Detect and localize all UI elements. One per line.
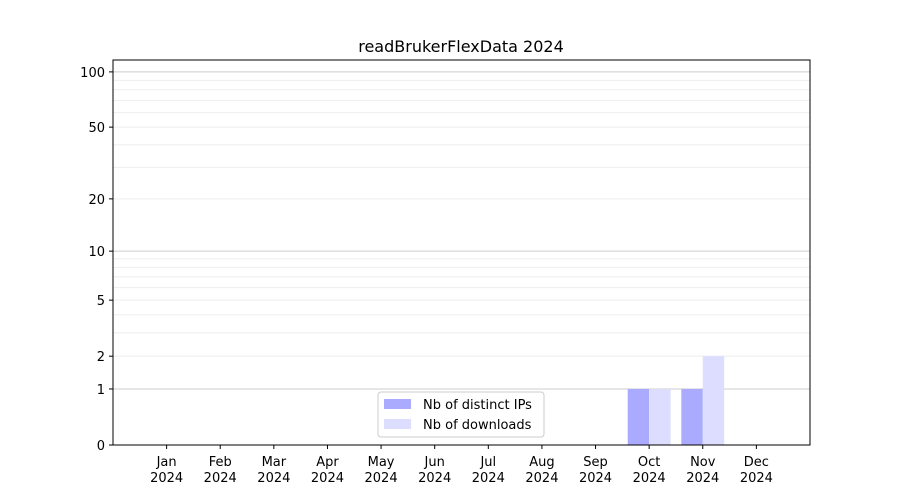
x-tick-label: Feb 2024 <box>204 455 237 486</box>
y-tick-label: 2 <box>97 350 105 365</box>
legend-label: Nb of downloads <box>423 418 532 433</box>
x-tick-label: Sep 2024 <box>579 455 612 486</box>
x-tick-label: Jan 2024 <box>150 455 183 486</box>
plot-frame <box>112 59 811 446</box>
gridlines <box>113 71 810 390</box>
y-tick-label: 1 <box>97 383 105 398</box>
y-tick-label: 0 <box>97 439 105 454</box>
x-axis: Jan 2024 Feb 2024 Mar 2024 Apr 2024 May 2024 Jun 20… <box>150 445 773 486</box>
x-tick-label: Dec 2024 <box>740 455 773 486</box>
bars <box>627 356 725 445</box>
chart-title: readBrukerFlexData 2024 <box>358 37 564 56</box>
legend-swatch <box>384 419 411 429</box>
legend-label: Nb of distinct IPs <box>423 398 532 413</box>
y-tick-label: 5 <box>97 294 105 309</box>
x-tick-label: Jul 2024 <box>472 455 505 486</box>
y-tick-label: 10 <box>88 245 105 260</box>
x-tick-label: Apr 2024 <box>311 455 344 486</box>
legend-swatch <box>384 399 411 409</box>
y-tick-label: 20 <box>88 193 105 208</box>
bar-distinct-ips <box>627 388 650 445</box>
x-tick-label: Mar 2024 <box>257 455 290 486</box>
bar-downloads <box>649 388 671 445</box>
y-tick-label: 100 <box>80 66 105 81</box>
legend-box <box>377 391 545 438</box>
x-tick-label: Jun 2024 <box>418 455 451 486</box>
bar-downloads <box>702 356 725 445</box>
x-tick-label: May 2024 <box>365 455 398 486</box>
y-axis: 0 1 2 5 10 20 50 100 <box>80 66 113 454</box>
y-tick-label: 50 <box>88 121 105 136</box>
bar-distinct-ips <box>681 388 703 445</box>
x-tick-label: Nov 2024 <box>686 455 719 486</box>
legend: Nb of distinct IPs Nb of downloads <box>377 391 545 438</box>
x-tick-label: Oct 2024 <box>633 455 666 486</box>
x-tick-label: Aug 2024 <box>525 455 558 486</box>
